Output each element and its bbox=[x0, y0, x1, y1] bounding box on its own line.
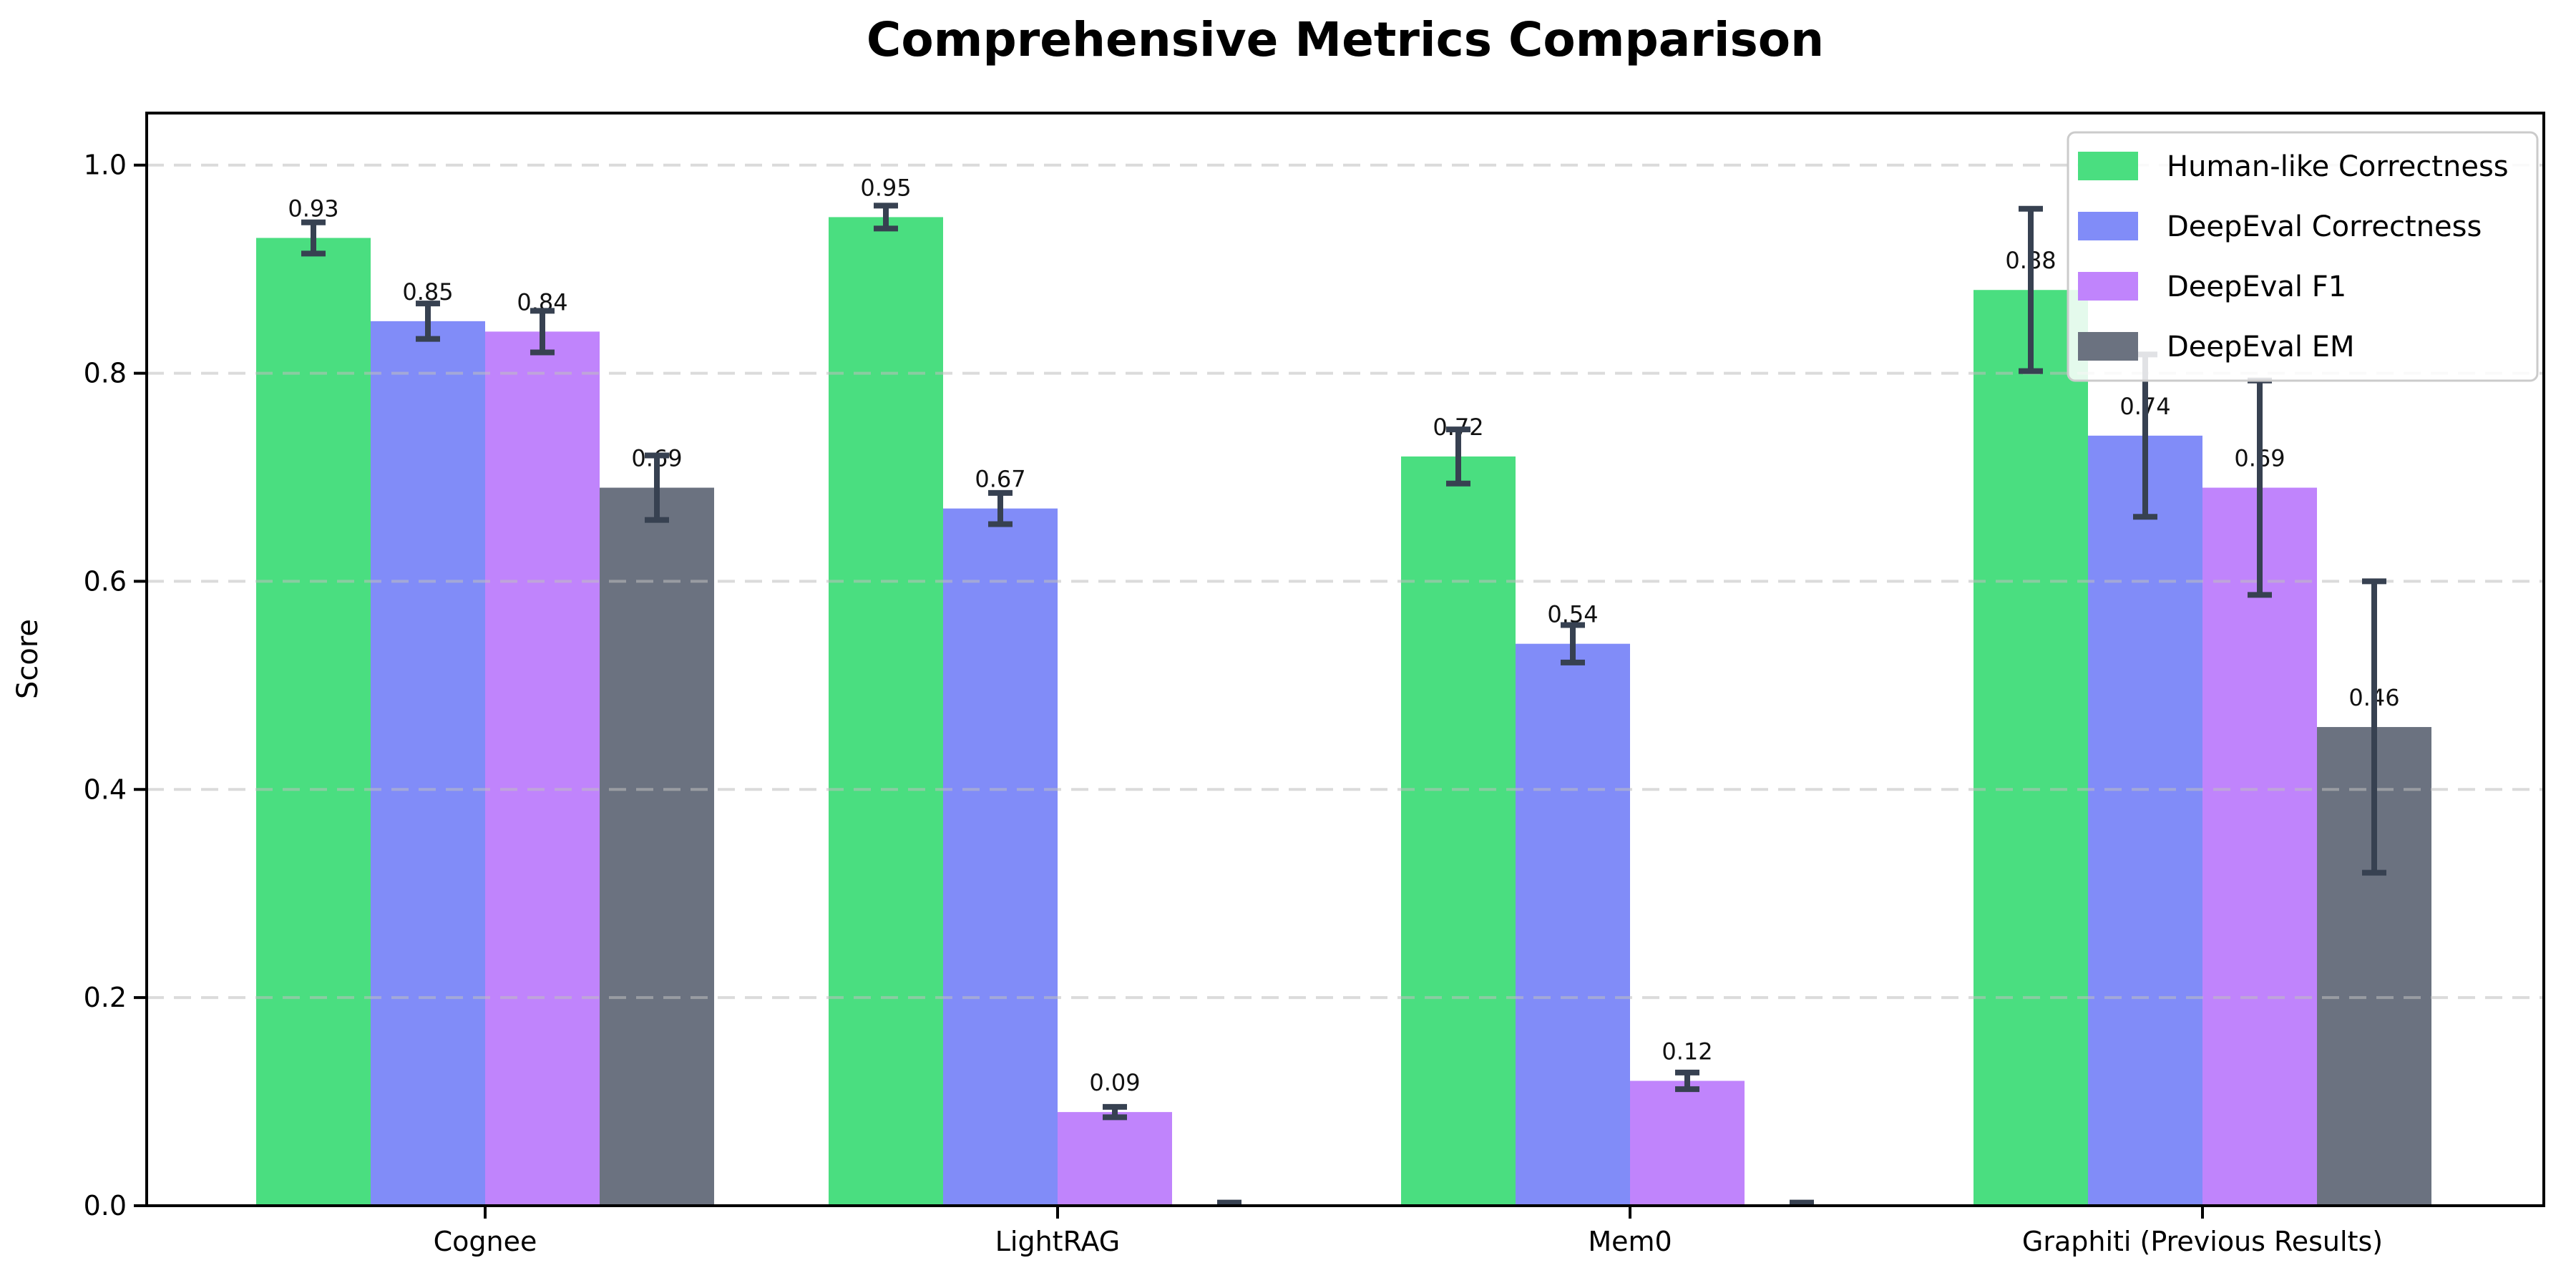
y-tick-label: 0.6 bbox=[84, 565, 127, 597]
bar-value-label: 0.67 bbox=[975, 466, 1025, 493]
bar bbox=[943, 508, 1058, 1206]
y-tick-label: 1.0 bbox=[84, 150, 127, 181]
y-axis-label: Score bbox=[11, 619, 44, 699]
bar bbox=[1630, 1080, 1745, 1206]
x-tick-label: Mem0 bbox=[1588, 1226, 1672, 1257]
bar bbox=[600, 487, 714, 1206]
legend-label: DeepEval EM bbox=[2167, 331, 2354, 364]
y-tick-label: 0.0 bbox=[84, 1190, 127, 1221]
legend: Human-like Correctness DeepEval Correctne… bbox=[2067, 131, 2539, 382]
plot-area: 0.930.950.720.880.850.670.540.740.840.09… bbox=[84, 112, 2545, 1257]
legend-swatch bbox=[2078, 272, 2138, 301]
bar bbox=[829, 217, 943, 1206]
bar bbox=[1058, 1112, 1172, 1206]
chart-title: Comprehensive Metrics Comparison bbox=[867, 12, 1824, 67]
y-tick-label: 0.4 bbox=[84, 774, 127, 805]
legend-swatch bbox=[2078, 152, 2138, 180]
legend-label: DeepEval Correctness bbox=[2167, 210, 2482, 243]
bar-value-label: 0.09 bbox=[1089, 1069, 1140, 1096]
plot-border bbox=[145, 112, 2545, 1207]
x-tick-label: Graphiti (Previous Results) bbox=[2022, 1226, 2383, 1257]
bar-value-label: 0.12 bbox=[1662, 1038, 1712, 1065]
legend-label: Human-like Correctness bbox=[2167, 150, 2509, 183]
bar bbox=[1401, 456, 1516, 1206]
x-tick-label: LightRAG bbox=[995, 1226, 1120, 1257]
bars-layer bbox=[256, 217, 2431, 1206]
bar-value-label: 0.95 bbox=[860, 174, 911, 201]
bar bbox=[256, 238, 371, 1206]
bar bbox=[1974, 290, 2088, 1206]
legend-label: DeepEval F1 bbox=[2167, 270, 2346, 303]
legend-box bbox=[2067, 131, 2539, 382]
bar bbox=[371, 321, 485, 1206]
x-tick-label: Cognee bbox=[434, 1226, 537, 1257]
bar-value-label: 0.93 bbox=[288, 195, 338, 223]
bar bbox=[1516, 643, 1630, 1206]
axes-layer: 0.0 0.2 0.4 0.6 0.8 1.0 Cognee LightRAG Mem0 Grap… bbox=[84, 112, 2545, 1257]
bar bbox=[2088, 435, 2202, 1206]
y-tick-label: 0.8 bbox=[84, 358, 127, 389]
legend-swatch bbox=[2078, 332, 2138, 361]
bar bbox=[2202, 487, 2317, 1206]
legend-swatch bbox=[2078, 212, 2138, 240]
y-tick-label: 0.2 bbox=[84, 982, 127, 1013]
bar bbox=[485, 331, 600, 1206]
